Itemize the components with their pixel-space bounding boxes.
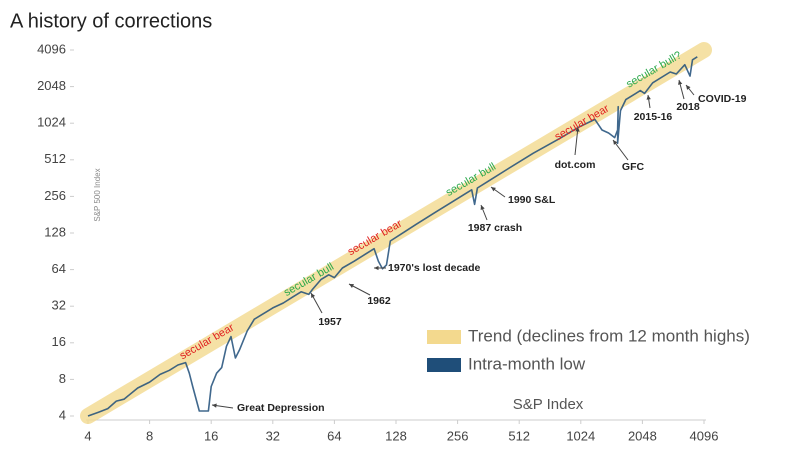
annotation: dot.com	[555, 159, 596, 171]
x-tick-label: 128	[385, 428, 407, 443]
y-tick-label: 2048	[37, 78, 66, 93]
y-tick-label: 1024	[37, 115, 66, 130]
x-axis-label: S&P Index	[513, 396, 584, 413]
y-tick-label: 8	[59, 371, 66, 386]
y-tick-label: 16	[52, 334, 66, 349]
x-tick-label: 64	[327, 428, 341, 443]
annotation: Great Depression	[237, 402, 325, 414]
y-tick-label: 64	[52, 261, 66, 276]
y-tick-label: 4096	[37, 41, 66, 56]
x-tick-label: 4	[84, 428, 91, 443]
x-tick-label: 2048	[628, 428, 657, 443]
annotation-arrowhead	[686, 85, 691, 90]
y-tick-label: 128	[44, 224, 66, 239]
annotation-arrow	[574, 126, 579, 156]
trend-band	[80, 42, 712, 424]
x-tick-label: 1024	[566, 428, 595, 443]
annotation-arrowhead	[374, 265, 379, 271]
y-axis-label: S&P 500 Index	[93, 168, 102, 221]
annotation-arrowhead	[212, 403, 217, 408]
legend-label: Trend (declines from 12 month highs)	[468, 326, 750, 345]
annotation: 1957	[318, 316, 342, 328]
annotation: 1987 crash	[468, 222, 522, 234]
x-tick-label: 32	[266, 428, 280, 443]
annotation: 1990 S&L	[508, 194, 556, 206]
annotation-arrowhead	[349, 284, 354, 289]
x-tick-label: 4096	[690, 428, 719, 443]
annotation-arrowhead	[491, 187, 496, 192]
x-tick-label: 512	[508, 428, 530, 443]
y-tick-label: 512	[44, 151, 66, 166]
y-tick-label: 4	[59, 407, 66, 422]
era-label: secular bear	[553, 102, 612, 143]
series-line	[87, 56, 698, 417]
annotation-arrowhead	[480, 205, 485, 210]
annotation-arrowhead	[311, 293, 316, 298]
annotation: 2015-16	[634, 111, 673, 123]
annotation: 1962	[367, 295, 391, 307]
y-tick-label: 256	[44, 188, 66, 203]
annotation-arrowhead	[646, 95, 651, 100]
annotation-arrowhead	[613, 140, 618, 145]
legend-swatch	[427, 358, 461, 372]
annotation-arrowhead	[678, 80, 683, 85]
legend-label: Intra-month low	[468, 354, 586, 373]
annotation: COVID-19	[698, 93, 747, 105]
legend-swatch	[427, 330, 461, 344]
annotation: GFC	[622, 161, 645, 173]
x-tick-label: 256	[447, 428, 469, 443]
x-tick-label: 16	[204, 428, 218, 443]
annotation-arrowhead	[575, 127, 580, 132]
chart-title: A history of corrections	[10, 10, 212, 32]
annotation: 2018	[676, 101, 700, 113]
x-tick-label: 8	[146, 428, 153, 443]
y-tick-label: 32	[52, 298, 66, 313]
annotation: 1970's lost decade	[388, 262, 481, 274]
